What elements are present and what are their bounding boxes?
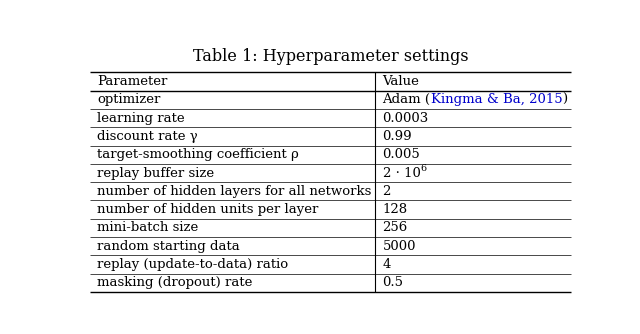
Text: 2 · 10: 2 · 10: [383, 167, 420, 179]
Text: 6: 6: [420, 164, 427, 173]
Text: 128: 128: [383, 203, 408, 216]
Text: mini-batch size: mini-batch size: [97, 221, 198, 234]
Text: Adam (: Adam (: [383, 93, 431, 106]
Text: random starting data: random starting data: [97, 240, 240, 253]
Text: 0.005: 0.005: [383, 148, 420, 161]
Text: 4: 4: [383, 258, 391, 271]
Text: Table 1: Hyperparameter settings: Table 1: Hyperparameter settings: [193, 48, 468, 65]
Text: number of hidden layers for all networks: number of hidden layers for all networks: [97, 185, 372, 198]
Text: ): ): [562, 93, 567, 106]
Text: 5000: 5000: [383, 240, 416, 253]
Text: 0.5: 0.5: [383, 277, 404, 290]
Text: Parameter: Parameter: [97, 75, 168, 88]
Text: Kingma & Ba, 2015: Kingma & Ba, 2015: [431, 93, 562, 106]
Text: 2: 2: [383, 185, 391, 198]
Text: target-smoothing coefficient ρ: target-smoothing coefficient ρ: [97, 148, 299, 161]
Text: Value: Value: [383, 75, 419, 88]
Text: replay (update-to-data) ratio: replay (update-to-data) ratio: [97, 258, 289, 271]
Text: masking (dropout) rate: masking (dropout) rate: [97, 277, 253, 290]
Text: discount rate γ: discount rate γ: [97, 130, 198, 143]
Text: number of hidden units per layer: number of hidden units per layer: [97, 203, 319, 216]
Text: learning rate: learning rate: [97, 112, 185, 125]
Text: replay buffer size: replay buffer size: [97, 167, 214, 179]
Text: optimizer: optimizer: [97, 93, 161, 106]
Text: 0.0003: 0.0003: [383, 112, 429, 125]
Text: 0.99: 0.99: [383, 130, 412, 143]
Text: 256: 256: [383, 221, 408, 234]
